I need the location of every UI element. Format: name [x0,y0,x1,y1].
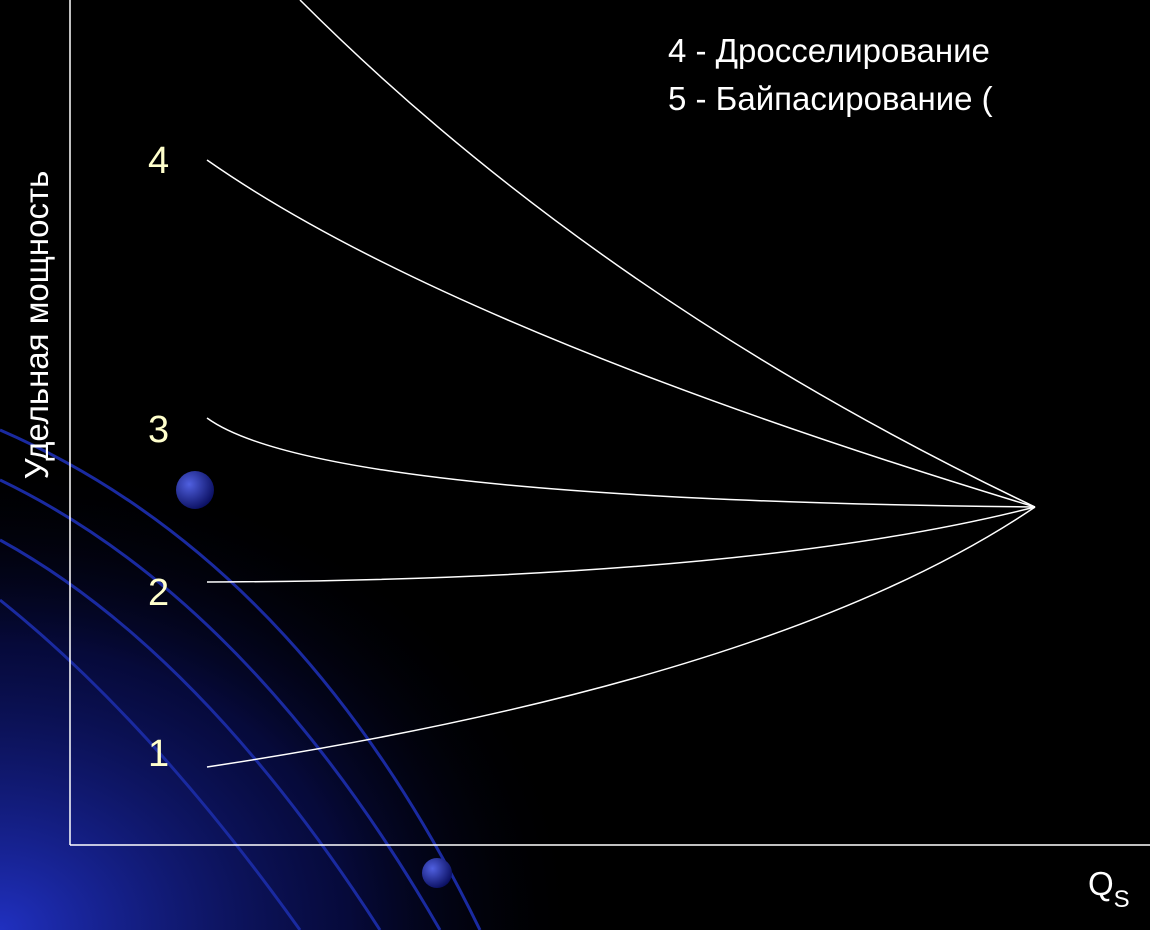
curve-label: 4 [148,140,169,182]
curve-label: 1 [148,733,169,775]
x-axis-label-sub: S [1114,886,1130,913]
decor-sphere [422,858,452,888]
curve-5 [299,0,1036,508]
legend-item: 5 - Байпасирование ( [668,80,993,117]
legend-item: 4 - Дросселирование [668,32,990,69]
x-axis-label-main: Q [1088,865,1114,902]
curve-2 [206,506,1036,583]
y-axis-label: Удельная мощность [18,171,55,480]
x-axis-label: QS [1088,865,1130,913]
curve-3 [206,417,1036,508]
decor-sphere [176,471,214,509]
curve-4 [206,159,1036,508]
decor-arcs [0,428,482,930]
curve-label: 3 [148,409,169,451]
curve-label: 2 [148,572,169,614]
curve-1 [206,506,1036,768]
